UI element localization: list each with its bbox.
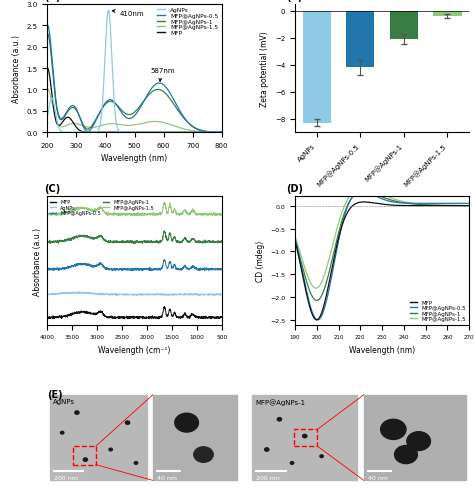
- Text: MFP@AgNPs-1: MFP@AgNPs-1: [255, 398, 305, 405]
- Legend: MFP, MFP@AgNPs-0.5, MFP@AgNPs-1, MFP@AgNPs-1.5: MFP, MFP@AgNPs-0.5, MFP@AgNPs-1, MFP@AgN…: [410, 300, 466, 322]
- Y-axis label: Absorbance (a.u.): Absorbance (a.u.): [33, 227, 42, 295]
- Text: (D): (D): [286, 184, 303, 194]
- Text: (E): (E): [47, 389, 63, 399]
- Y-axis label: Zeta potential (mV): Zeta potential (mV): [260, 31, 269, 106]
- Circle shape: [75, 411, 79, 414]
- Circle shape: [291, 462, 294, 465]
- Text: (A): (A): [44, 0, 60, 2]
- X-axis label: Wavelength (nm): Wavelength (nm): [349, 346, 415, 354]
- Text: 40 nm: 40 nm: [157, 475, 177, 480]
- Bar: [302, 12, 331, 123]
- Text: AgNPs: AgNPs: [53, 398, 74, 404]
- Legend: AgNPs, MFP@AgNPs-0.5, MFP@AgNPs-1, MFP@AgNPs-1.5, MFP: AgNPs, MFP@AgNPs-0.5, MFP@AgNPs-1, MFP@A…: [156, 8, 219, 37]
- Text: 200 nm: 200 nm: [54, 475, 78, 480]
- Bar: [294, 429, 318, 446]
- Circle shape: [381, 419, 406, 440]
- Bar: [390, 12, 418, 40]
- X-axis label: Wavelength (nm): Wavelength (nm): [101, 154, 168, 163]
- Circle shape: [175, 413, 199, 432]
- Text: (B): (B): [286, 0, 302, 2]
- Circle shape: [109, 448, 112, 451]
- Bar: [252, 395, 357, 481]
- Bar: [433, 12, 462, 17]
- Text: (C): (C): [44, 184, 60, 194]
- Circle shape: [61, 431, 64, 434]
- Bar: [364, 395, 466, 481]
- Bar: [49, 395, 146, 481]
- Circle shape: [394, 446, 418, 464]
- Circle shape: [277, 418, 282, 421]
- Circle shape: [320, 455, 323, 458]
- Legend: MFP, AgNPs, MFP@AgNPs-0.5, MFP@AgNPs-1, MFP@AgNPs-1.5: MFP, AgNPs, MFP@AgNPs-0.5, MFP@AgNPs-1, …: [50, 200, 154, 217]
- Bar: [153, 395, 237, 481]
- Bar: [73, 446, 96, 465]
- Circle shape: [194, 447, 213, 462]
- Circle shape: [126, 421, 130, 425]
- Circle shape: [264, 448, 269, 451]
- Text: 40 nm: 40 nm: [368, 475, 388, 480]
- X-axis label: Wavelength (cm⁻¹): Wavelength (cm⁻¹): [99, 346, 171, 354]
- Text: 200 nm: 200 nm: [256, 475, 280, 480]
- Circle shape: [134, 462, 137, 465]
- Circle shape: [407, 432, 430, 450]
- Circle shape: [302, 434, 307, 438]
- Text: 410nm: 410nm: [112, 11, 145, 17]
- Text: 587nm: 587nm: [151, 68, 175, 82]
- Circle shape: [83, 458, 88, 461]
- Bar: [346, 12, 374, 68]
- Y-axis label: Absorbance (a.u.): Absorbance (a.u.): [12, 35, 21, 103]
- Y-axis label: CD (mdeg): CD (mdeg): [255, 241, 264, 282]
